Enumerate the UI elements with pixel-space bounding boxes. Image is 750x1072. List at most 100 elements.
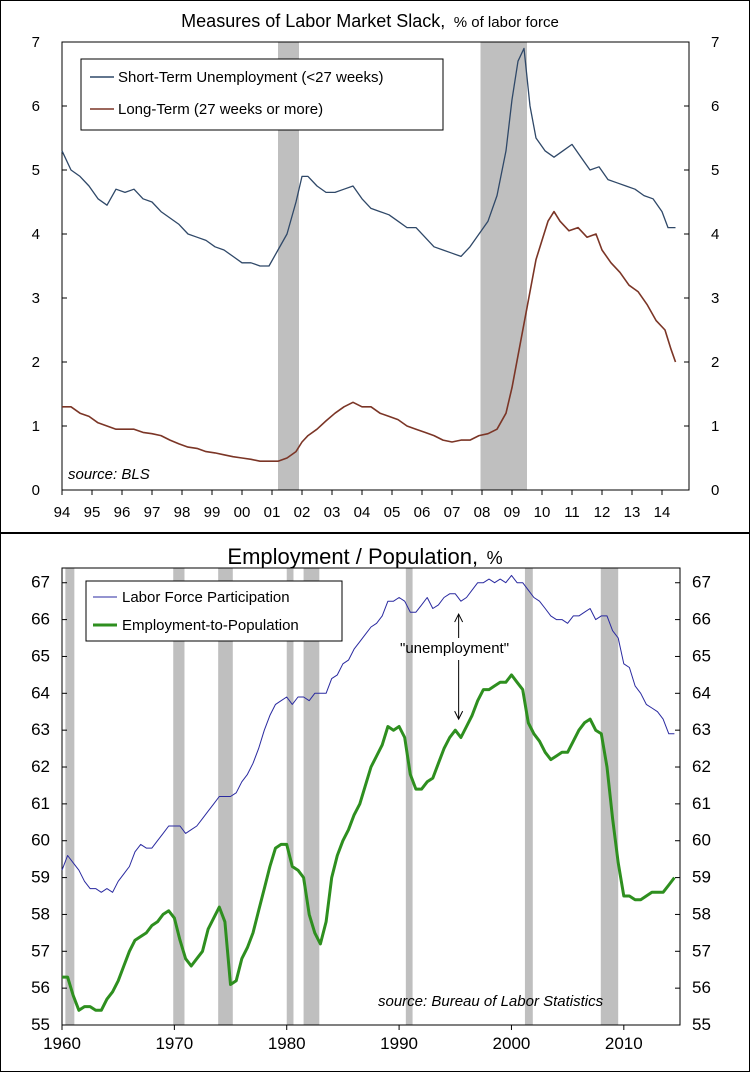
x-tick-label: 95 — [84, 504, 101, 521]
x-tick-label: 12 — [594, 504, 611, 521]
plot-area — [61, 41, 690, 491]
y-tick-label-right: 67 — [692, 573, 711, 592]
x-tick-label: 09 — [504, 504, 521, 521]
y-tick-label-left: 3 — [32, 290, 40, 307]
y-tick-label-left: 60 — [31, 831, 50, 850]
x-tick-label: 1960 — [43, 1034, 81, 1053]
x-tick-label: 1990 — [380, 1034, 418, 1053]
x-tick-label: 00 — [234, 504, 251, 521]
x-tick-label: 06 — [414, 504, 431, 521]
y-tick-label-right: 62 — [692, 757, 711, 776]
y-tick-label-left: 56 — [31, 978, 50, 997]
x-tick-label: 97 — [144, 504, 161, 521]
legend-label-employment: Employment-to-Population — [122, 617, 299, 634]
chart-panel-labor-slack: Measures of Labor Market Slack, % of lab… — [0, 0, 750, 533]
x-tick-label: 96 — [114, 504, 131, 521]
x-tick-label: 98 — [174, 504, 191, 521]
arrow-up-head — [454, 612, 464, 623]
x-tick-label: 14 — [654, 504, 671, 521]
recession-band — [65, 568, 75, 1025]
legend-label-participation: Labor Force Participation — [122, 589, 290, 606]
plot-area — [61, 567, 681, 1026]
y-tick-label-right: 64 — [692, 683, 711, 702]
x-tick-label: 13 — [624, 504, 641, 521]
series-line-1 — [61, 574, 675, 893]
recession-band — [173, 568, 185, 1025]
y-tick-label-left: 58 — [31, 904, 50, 923]
series-line-1 — [61, 47, 676, 267]
y-tick-label-left: 67 — [31, 573, 50, 592]
y-tick-label-right: 59 — [692, 868, 711, 887]
x-tick-label: 07 — [444, 504, 461, 521]
y-tick-label-left: 64 — [31, 683, 50, 702]
y-tick-label-right: 55 — [692, 1015, 711, 1034]
y-tick-label-left: 5 — [32, 162, 40, 179]
legend-box — [85, 580, 343, 642]
x-tick-label: 08 — [474, 504, 491, 521]
series-lines — [61, 47, 677, 462]
recession-band — [286, 568, 294, 1025]
y-tick-label-right: 4 — [711, 226, 719, 243]
y-tick-label-left: 7 — [32, 34, 40, 51]
y-tick-label-left: 55 — [31, 1015, 50, 1034]
y-tick-label-left: 4 — [32, 226, 40, 243]
y-tick-label-right: 56 — [692, 978, 711, 997]
x-tick-label: 10 — [534, 504, 551, 521]
source-note: source: BLS — [68, 466, 150, 483]
chart-labor-slack: Measures of Labor Market Slack, % of lab… — [0, 0, 750, 533]
chart-employment-population: Employment / Population, % 55 56 57 58 59 60 6… — [0, 533, 750, 1072]
chart-title: Employment / Population, % — [227, 544, 502, 569]
y-tick-label-left: 62 — [31, 757, 50, 776]
legend: Labor Force Participation Employment-to-… — [85, 580, 343, 642]
y-tick-label-right: 57 — [692, 941, 711, 960]
annotation-unemployment: "unemployment" — [400, 640, 509, 657]
source-note: source: Bureau of Labor Statistics — [378, 993, 604, 1010]
y-axis-left: 0 1 2 3 4 5 6 7 — [32, 34, 67, 499]
x-tick-label: 1980 — [268, 1034, 306, 1053]
x-tick-label: 11 — [564, 504, 580, 521]
arrow-down-head — [454, 710, 464, 721]
y-tick-label-left: 0 — [32, 482, 40, 499]
x-axis: 1960 1970 1980 1990 2000 2010 — [43, 1025, 643, 1053]
x-tick-label: 02 — [294, 504, 311, 521]
y-tick-label-left: 66 — [31, 610, 50, 629]
legend: Short-Term Unemployment (<27 weeks) Long… — [80, 58, 444, 131]
x-tick-label: 94 — [54, 504, 71, 521]
y-tick-label-right: 58 — [692, 904, 711, 923]
y-tick-label-left: 57 — [31, 941, 50, 960]
x-tick-label: 99 — [204, 504, 221, 521]
y-axis-right: 55 56 57 58 59 60 61 62 63 64 65 66 67 — [675, 573, 711, 1034]
y-tick-label-left: 6 — [32, 98, 40, 115]
legend-label-long-term: Long-Term (27 weeks or more) — [118, 101, 323, 118]
x-tick-label: 2000 — [493, 1034, 531, 1053]
y-tick-label-right: 5 — [711, 162, 719, 179]
recession-band — [278, 42, 299, 490]
legend-box — [80, 58, 444, 131]
x-tick-label: 05 — [384, 504, 401, 521]
y-tick-label-right: 2 — [711, 354, 719, 371]
y-tick-label-right: 61 — [692, 794, 711, 813]
recession-bands — [278, 42, 527, 490]
y-tick-label-right: 1 — [711, 418, 719, 435]
y-tick-label-right: 66 — [692, 610, 711, 629]
y-tick-label-left: 63 — [31, 720, 50, 739]
recession-band — [524, 568, 533, 1025]
y-tick-label-right: 63 — [692, 720, 711, 739]
series-lines — [61, 574, 676, 1012]
y-axis-right: 0 1 2 3 4 5 6 7 — [684, 34, 719, 499]
y-tick-label-left: 59 — [31, 868, 50, 887]
y-tick-label-right: 65 — [692, 646, 711, 665]
y-tick-label-right: 7 — [711, 34, 719, 51]
y-tick-label-right: 0 — [711, 482, 719, 499]
chart-panel-employment-population: Employment / Population, % 55 56 57 58 59 60 6… — [0, 533, 750, 1072]
annotation-arrows — [454, 612, 464, 721]
x-tick-label: 01 — [264, 504, 281, 521]
y-tick-label-left: 1 — [32, 418, 40, 435]
y-axis-left: 55 56 57 58 59 60 61 62 63 64 65 66 67 — [31, 573, 67, 1034]
y-tick-label-right: 3 — [711, 290, 719, 307]
x-axis: 94 95 96 97 98 99 00 01 02 03 04 05 06 07 08 09 10 11 12 13… — [54, 490, 671, 521]
y-tick-label-left: 65 — [31, 646, 50, 665]
chart-title: Measures of Labor Market Slack, % of lab… — [181, 11, 559, 31]
series-line-2 — [62, 210, 677, 462]
y-tick-label-left: 2 — [32, 354, 40, 371]
